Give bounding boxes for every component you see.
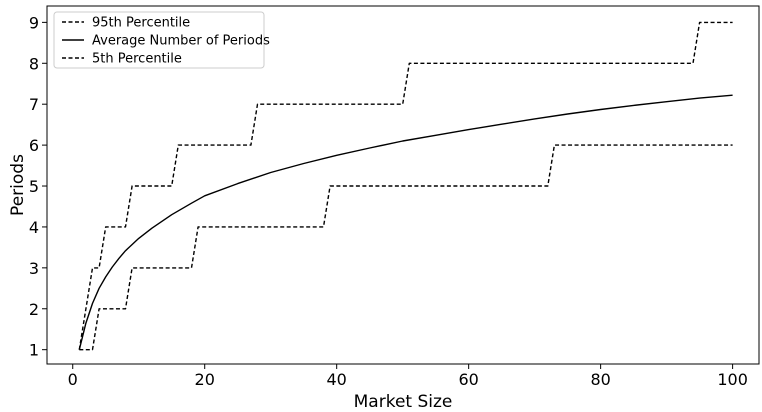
x-tick-label-5: 100 [717,370,748,389]
y-tick-label-6: 7 [29,95,39,114]
y-tick-label-7: 8 [29,54,39,73]
series-line-1 [78,94,733,350]
legend-label-1: Average Number of Periods [92,34,270,49]
y-tick-label-8: 9 [29,13,39,32]
x-tick-label-0: 0 [68,370,78,389]
y-tick-label-5: 6 [29,136,39,155]
tick-layer: 0 20 40 60 80 100 1 2 3 4 5 6 7 8 9 [29,13,748,389]
y-tick-label-4: 5 [29,177,39,196]
y-tick-label-1: 2 [29,300,39,319]
y-tick-label-2: 3 [29,259,39,278]
x-tick-label-4: 80 [590,370,610,389]
y-tick-label-3: 4 [29,218,39,237]
x-axis-label: Market Size [354,392,453,412]
plot-frame [46,5,760,365]
series-line-0 [78,21,733,350]
series-line-2 [79,144,733,351]
legend-box [53,11,265,69]
legend: 95th Percentile Average Number of Periods… [53,11,270,69]
x-tick-label-3: 60 [458,370,478,389]
y-tick-label-0: 1 [29,341,39,360]
legend-label-0: 95th Percentile [92,16,190,31]
x-tick-label-1: 20 [195,370,215,389]
legend-label-2: 5th Percentile [92,52,182,67]
x-tick-label-2: 40 [327,370,347,389]
series-layer [78,21,733,351]
y-axis-label: Periods [8,154,28,216]
